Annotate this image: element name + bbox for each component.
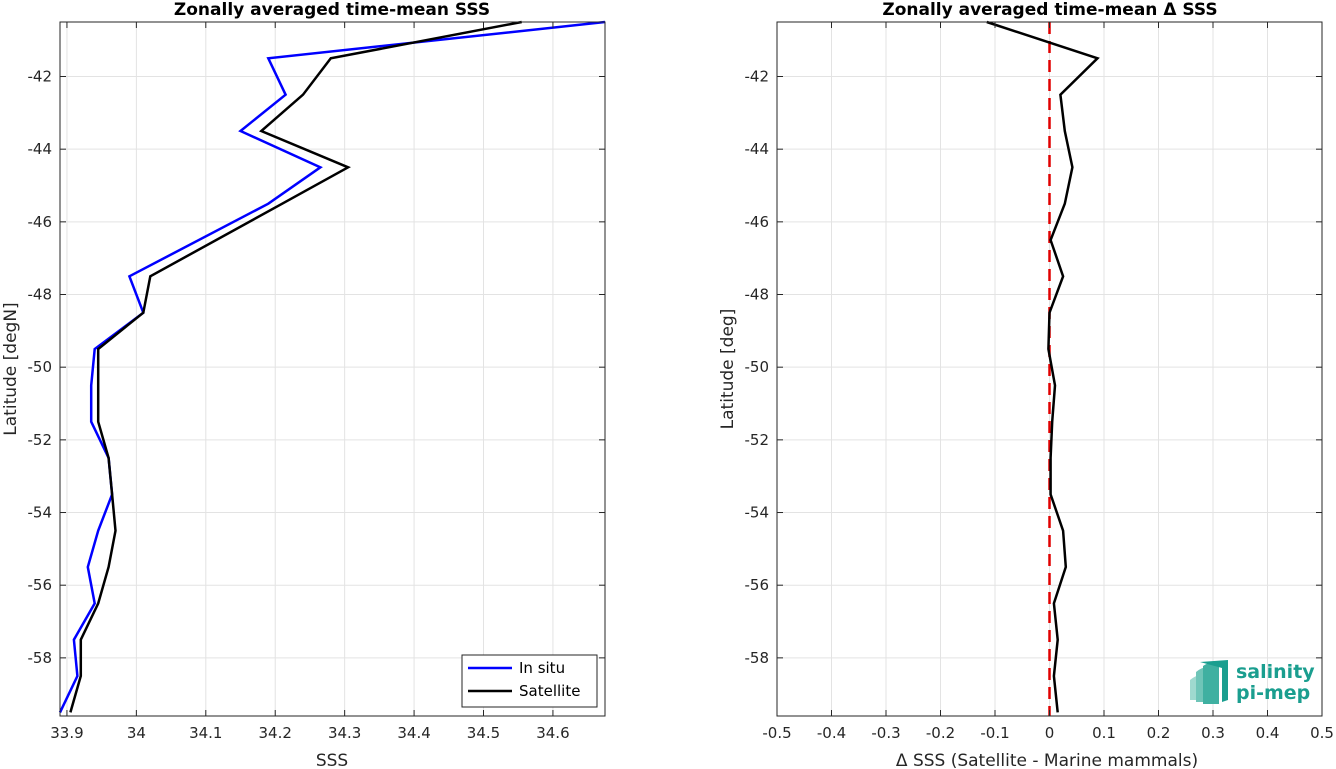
y-tick-label: -52: [28, 431, 53, 449]
ylabel-right: Latitude [deg]: [718, 309, 738, 430]
y-tick-label: -42: [745, 68, 770, 86]
logo-waves-icon: [1190, 660, 1228, 704]
x-tick-label: -0.3: [871, 724, 900, 742]
series-line-delta-sss: [986, 20, 1100, 713]
ticks-left: 33.9 34 34.1 34.2 34.3 34.4 34.5 34.6 -42 -44 -46 -…: [28, 22, 605, 742]
title-left: Zonally averaged time-mean SSS: [174, 0, 490, 20]
ylabel-left: Latitude [degN]: [1, 302, 21, 435]
xlabel-right: Δ SSS (Satellite - Marine mammals): [896, 751, 1198, 769]
plot-area-left: [60, 22, 605, 716]
y-tick-label: -54: [745, 504, 770, 522]
salinity-pi-mep-logo: salinity pi-mep: [1190, 660, 1315, 704]
logo-line2: pi-mep: [1236, 682, 1310, 704]
y-tick-label: -56: [745, 576, 770, 594]
series-group-right: [986, 20, 1100, 713]
x-tick-label: -0.4: [817, 724, 846, 742]
legend-label-in-situ: In situ: [519, 659, 565, 677]
y-tick-label: -42: [28, 68, 53, 86]
y-tick-label: -52: [745, 431, 770, 449]
legend-box: [461, 654, 598, 708]
x-tick-label: 34.4: [397, 724, 430, 742]
y-tick-label: -44: [28, 140, 53, 158]
x-tick-label: 0: [1045, 724, 1055, 742]
x-tick-label: 0.4: [1256, 724, 1280, 742]
legend-label-satellite: Satellite: [519, 682, 580, 700]
x-tick-label: -0.1: [980, 724, 1009, 742]
x-tick-label: 34.5: [467, 724, 500, 742]
x-tick-label: 0.5: [1310, 724, 1334, 742]
x-tick-label: 0.2: [1147, 724, 1171, 742]
y-tick-label: -44: [745, 140, 770, 158]
y-tick-label: -54: [28, 504, 53, 522]
x-tick-label: -0.5: [762, 724, 791, 742]
y-tick-label: -50: [745, 358, 770, 376]
series-line-satellite: [69, 20, 522, 713]
y-tick-label: -46: [745, 213, 770, 231]
y-tick-label: -50: [28, 358, 53, 376]
xlabel-left: SSS: [316, 751, 348, 769]
x-tick-label: 33.9: [50, 724, 83, 742]
x-tick-label: 34.3: [328, 724, 361, 742]
title-right: Zonally averaged time-mean Δ SSS: [882, 0, 1217, 20]
x-tick-label: 34.1: [189, 724, 222, 742]
y-tick-label: -58: [28, 649, 53, 667]
y-tick-label: -48: [745, 286, 770, 304]
x-tick-label: 0.1: [1092, 724, 1116, 742]
ticks-right: -0.5 -0.4 -0.3 -0.2 -0.1 0 0.1 0.2 0.3 0.4 0.5 -42 -…: [745, 22, 1334, 742]
logo-line1: salinity: [1236, 661, 1315, 683]
legend: In situ Satellite: [461, 654, 598, 708]
axes-box-left: [59, 21, 606, 717]
panel-sss: 33.9 34 34.1 34.2 34.3 34.4 34.5 34.6 -42 -44 -46 -…: [1, 0, 606, 769]
x-tick-label: 34.6: [536, 724, 569, 742]
y-tick-label: -58: [745, 649, 770, 667]
y-tick-label: -56: [28, 576, 53, 594]
x-tick-label: 34.2: [259, 724, 292, 742]
series-line-in-situ: [58, 20, 606, 713]
panel-delta-sss: -0.5 -0.4 -0.3 -0.2 -0.1 0 0.1 0.2 0.3 0.4 0.5 -42 -…: [718, 0, 1334, 769]
x-tick-label: 34: [127, 724, 146, 742]
x-tick-label: 0.3: [1201, 724, 1225, 742]
series-group-left: [58, 20, 606, 713]
y-tick-label: -46: [28, 213, 53, 231]
grid-left: [60, 22, 605, 716]
x-tick-label: -0.2: [926, 724, 955, 742]
y-tick-label: -48: [28, 286, 53, 304]
